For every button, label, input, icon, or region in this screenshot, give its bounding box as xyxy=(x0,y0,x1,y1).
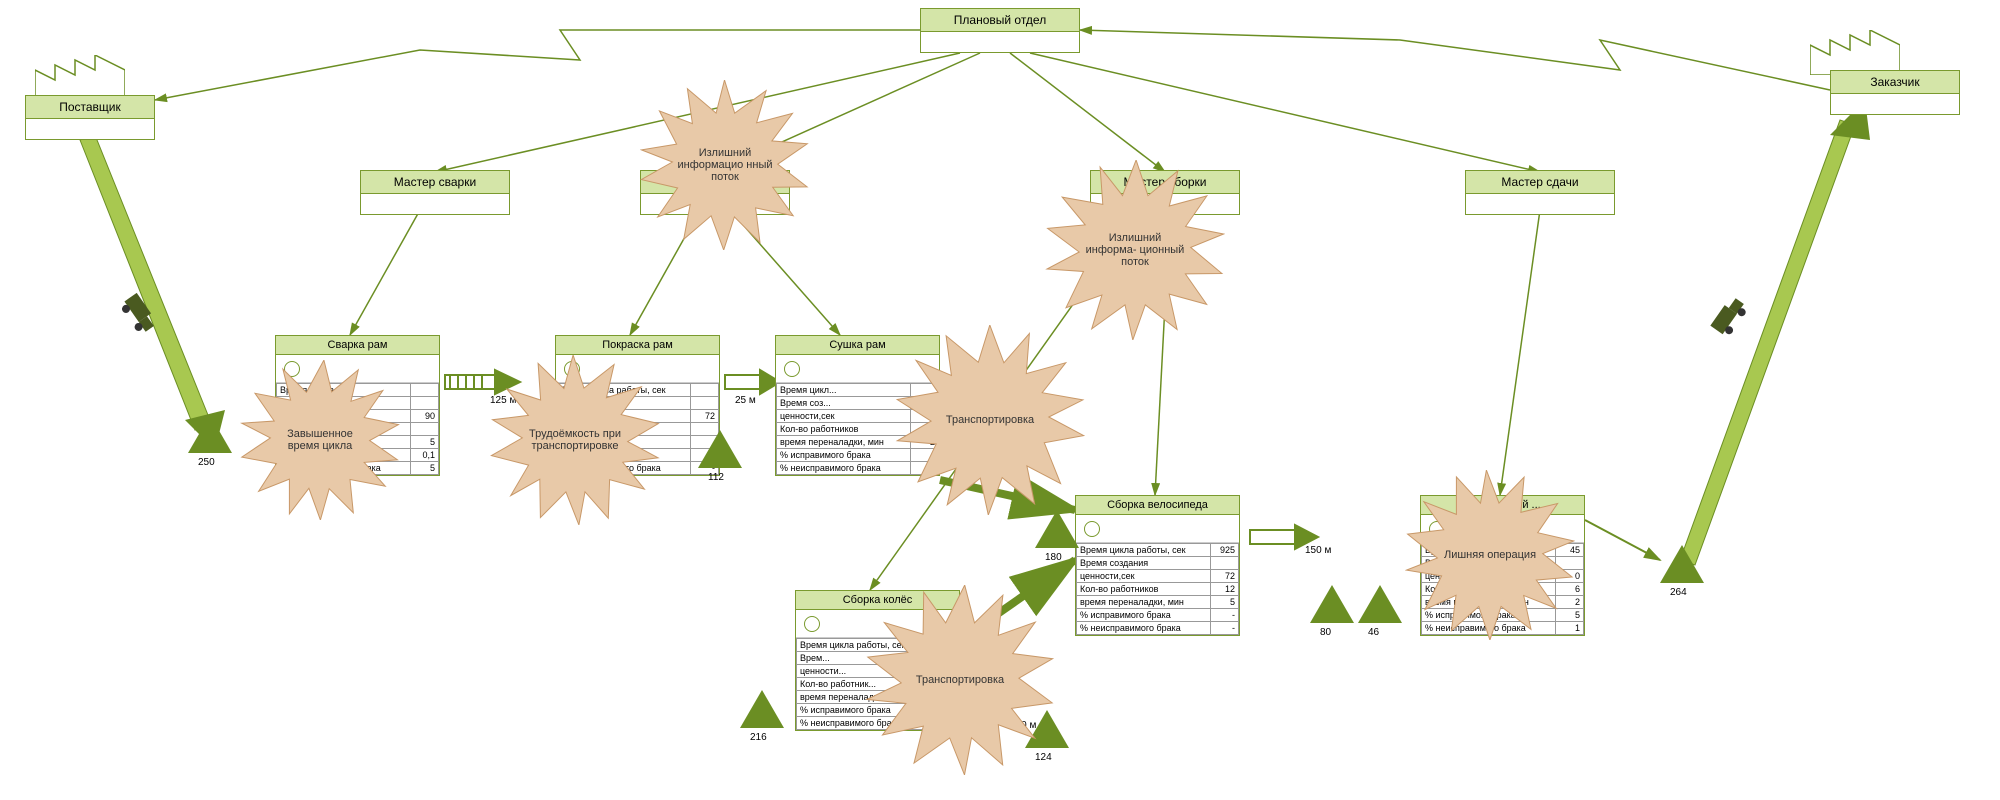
inventory-triangle xyxy=(698,430,742,468)
operator-icon xyxy=(784,361,800,377)
operator-icon xyxy=(804,616,820,632)
kaizen-burst: Транспортировка xyxy=(895,325,1085,515)
kaizen-burst: Транспортировка xyxy=(865,585,1055,775)
distance-label: 150 м xyxy=(1305,545,1331,556)
master-delivery: Мастер сдачи xyxy=(1465,170,1615,215)
inventory-value: 264 xyxy=(1670,587,1687,598)
kaizen-burst: Трудоёмкость при транспортировке xyxy=(490,355,660,525)
master-welding: Мастер сварки xyxy=(360,170,510,215)
operator-icon xyxy=(1084,521,1100,537)
inventory-value: 180 xyxy=(1045,552,1062,563)
factory-icon-supplier xyxy=(35,55,125,100)
entity-planning: Плановый отдел xyxy=(920,8,1080,53)
process-bike-title: Сборка велосипеда xyxy=(1076,496,1239,515)
factory-icon-customer xyxy=(1810,30,1900,75)
kaizen-burst: Лишняя операция xyxy=(1405,470,1575,640)
truck-icon-out xyxy=(1703,286,1756,344)
planning-title: Плановый отдел xyxy=(921,9,1079,32)
supplier-title: Поставщик xyxy=(26,96,154,119)
inventory-triangle xyxy=(1358,585,1402,623)
process-painting-title: Покраска рам xyxy=(556,336,719,355)
kaizen-burst: Излишний информа- ционный поток xyxy=(1045,160,1225,340)
inventory-value: 80 xyxy=(1320,627,1331,638)
inventory-triangle xyxy=(1310,585,1354,623)
inventory-triangle xyxy=(740,690,784,728)
inventory-triangle xyxy=(1035,510,1079,548)
inventory-value: 250 xyxy=(198,457,215,468)
kaizen-burst: Излишний информацио нный поток xyxy=(640,80,810,250)
process-welding-title: Сварка рам xyxy=(276,336,439,355)
truck-icon-in xyxy=(113,286,166,344)
customer-title: Заказчик xyxy=(1831,71,1959,94)
entity-customer: Заказчик xyxy=(1830,70,1960,115)
distance-label: 25 м xyxy=(735,395,756,406)
inventory-value: 112 xyxy=(708,472,724,483)
inventory-value: 216 xyxy=(750,732,767,743)
process-bike-data: Время цикла работы, сек925Время создания… xyxy=(1076,543,1239,635)
process-bike: Сборка велосипеда Время цикла работы, се… xyxy=(1075,495,1240,636)
inventory-triangle xyxy=(1660,545,1704,583)
inventory-value: 46 xyxy=(1368,627,1379,638)
inventory-triangle xyxy=(188,415,232,453)
kaizen-burst: Завышенное время цикла xyxy=(240,360,400,520)
entity-supplier: Поставщик xyxy=(25,95,155,140)
